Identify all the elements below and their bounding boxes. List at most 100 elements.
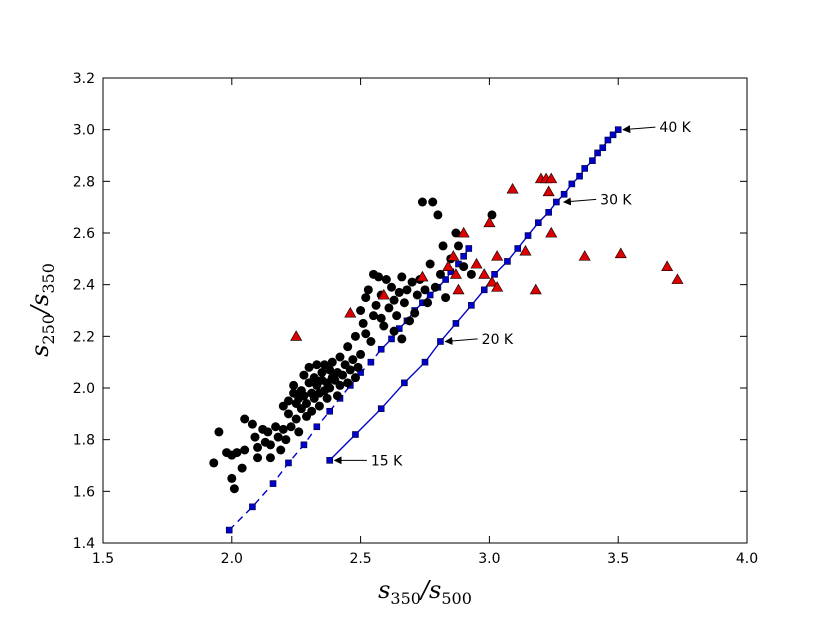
x-tick-label: 1.5: [92, 551, 114, 567]
data-point-circle: [394, 287, 404, 297]
data-point-triangle: [470, 257, 483, 269]
data-point-circle: [209, 458, 219, 468]
model-marker: [426, 291, 434, 299]
data-point-circle: [265, 440, 275, 450]
model-marker: [352, 431, 359, 438]
data-point-circle: [312, 360, 322, 370]
data-point-circle: [371, 300, 381, 310]
model-marker: [269, 480, 277, 487]
x-tick-label: 3.0: [478, 551, 500, 567]
data-point-triangle: [542, 185, 555, 197]
data-point-circle: [453, 241, 463, 251]
model-marker: [535, 219, 542, 226]
data-point-circle: [407, 277, 417, 287]
data-point-circle: [276, 445, 286, 455]
data-point-circle: [428, 197, 438, 207]
model-marker: [225, 526, 233, 534]
model-marker: [468, 302, 475, 309]
data-point-triangle: [377, 288, 390, 300]
data-point-triangle: [483, 216, 496, 228]
annotation-label: 15 K: [371, 453, 403, 469]
data-point-circle: [441, 293, 451, 303]
data-point-circle: [271, 422, 281, 432]
data-point-triangle: [485, 275, 498, 287]
data-point-circle: [250, 432, 260, 442]
y-tick-label: 1.6: [73, 484, 95, 500]
data-point-circle: [322, 393, 332, 403]
data-point-triangle: [416, 270, 429, 282]
x-axis-title: s350/s500: [378, 576, 472, 608]
data-point-circle: [402, 285, 412, 295]
data-point-circle: [438, 241, 448, 251]
model-marker: [285, 459, 292, 467]
data-point-circle: [345, 365, 355, 375]
model-marker: [614, 126, 622, 133]
x-tick-label: 3.5: [607, 551, 629, 567]
data-point-circle: [302, 399, 312, 408]
data-point-circle: [384, 303, 394, 313]
data-point-circle: [227, 473, 237, 483]
model-marker: [326, 457, 333, 464]
data-point-triangle: [452, 283, 465, 295]
data-point-circle: [412, 290, 422, 300]
model-marker: [545, 209, 552, 216]
data-point-circle: [317, 368, 327, 377]
data-point-circle: [425, 259, 435, 269]
data-point-circle: [397, 334, 407, 344]
data-point-circle: [417, 197, 427, 207]
model-marker: [452, 320, 460, 327]
annotation-arrow: [562, 197, 597, 206]
data-point-triangle: [671, 273, 684, 284]
data-point-triangle: [545, 226, 558, 238]
data-point-circle: [283, 396, 293, 406]
data-point-circle: [459, 262, 469, 272]
model-marker: [465, 245, 473, 252]
x-tick-label: 4.0: [736, 551, 758, 567]
data-point-circle: [466, 269, 476, 279]
data-point-circle: [379, 321, 389, 331]
annotation-label: 20 K: [482, 332, 514, 348]
data-point-circle: [325, 383, 335, 393]
model-marker: [581, 165, 589, 172]
data-point-circle: [332, 391, 342, 401]
data-point-circle: [435, 269, 445, 279]
model-marker: [576, 172, 583, 180]
data-point-triangle: [449, 268, 462, 279]
model-marker: [249, 503, 256, 511]
data-point-circle: [335, 380, 345, 390]
y-tick-label: 2.0: [73, 381, 95, 397]
y-axis-title: s250/s350: [26, 263, 58, 357]
model-marker: [609, 131, 617, 139]
data-point-circle: [281, 435, 291, 445]
annotations: 40 K 30 K 20 K 15 K: [333, 120, 692, 469]
model-marker: [300, 441, 308, 449]
data-point-circle: [263, 427, 273, 437]
x-tick-label: 2.5: [349, 551, 371, 567]
data-point-circle: [327, 357, 337, 367]
model-marker: [480, 286, 488, 294]
data-point-circle: [374, 272, 384, 282]
data-point-circle: [304, 362, 314, 372]
data-point-triangle: [491, 250, 504, 261]
data-point-triangle: [529, 283, 542, 295]
data-point-circle: [247, 419, 257, 429]
annotation-arrow: [444, 336, 478, 345]
data-point-circle: [338, 370, 348, 380]
data-point-circle: [314, 401, 324, 411]
data-point-circle: [350, 331, 360, 341]
data-point-triangle: [578, 250, 591, 261]
data-point-circle: [410, 308, 420, 318]
model-marker: [589, 157, 596, 164]
data-point-circle: [343, 378, 353, 388]
data-point-circle: [358, 318, 368, 328]
data-point-triangle: [442, 260, 455, 272]
model-marker: [553, 198, 560, 206]
model-marker: [599, 144, 607, 152]
y-tick-label: 1.4: [73, 536, 95, 552]
data-point-circle: [381, 275, 391, 284]
data-point-circle: [350, 373, 360, 383]
model-marker: [437, 338, 444, 345]
data-point-circle: [376, 313, 386, 323]
data-point-circle: [240, 414, 250, 424]
